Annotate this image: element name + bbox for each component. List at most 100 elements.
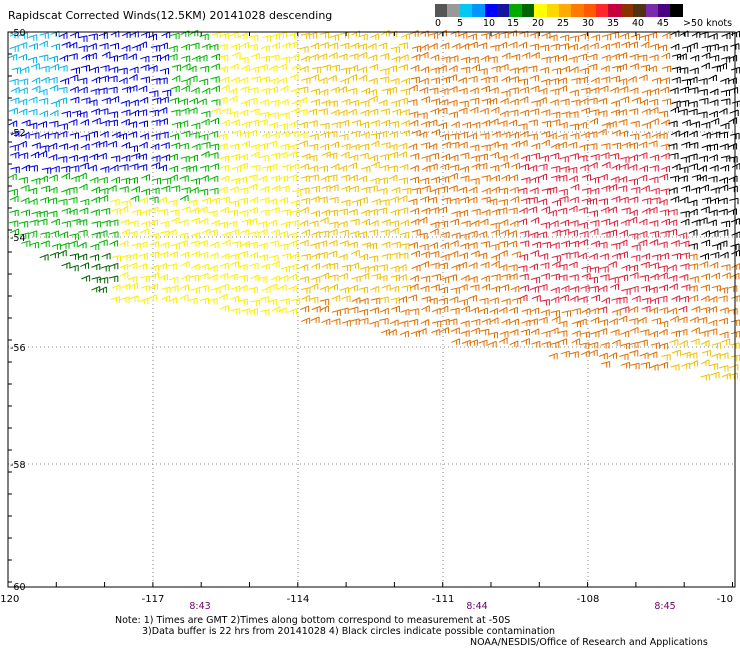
wind-barb — [471, 318, 481, 326]
wind-barb — [509, 186, 519, 194]
wind-barb — [719, 365, 729, 372]
wind-barb — [560, 350, 570, 358]
wind-barb — [490, 243, 500, 251]
wind-barb — [50, 230, 60, 237]
wind-barb — [519, 273, 529, 280]
wind-barb — [350, 318, 360, 325]
wind-barb — [379, 307, 389, 315]
wind-barb — [110, 296, 120, 303]
wind-barb — [620, 342, 631, 350]
wind-barb — [470, 155, 480, 162]
wind-barb — [300, 175, 310, 182]
wind-barb — [388, 165, 398, 172]
wind-barb — [328, 131, 338, 138]
legend-label-40: 40 — [632, 18, 645, 29]
wind-barb — [719, 251, 729, 259]
wind-barb — [470, 306, 479, 314]
wind-barb — [150, 232, 160, 240]
wind-barb — [541, 139, 550, 146]
wind-barb — [191, 122, 201, 130]
wind-barb — [530, 328, 540, 335]
wind-barb — [89, 176, 99, 184]
wind-barb — [661, 165, 670, 172]
wind-barb — [571, 99, 581, 106]
wind-barb — [158, 208, 169, 216]
wind-barb — [701, 132, 711, 139]
wind-barb — [657, 44, 667, 51]
wind-barb — [478, 339, 488, 347]
wind-barb — [48, 174, 58, 181]
wind-barb — [358, 286, 369, 294]
wind-barb — [278, 151, 288, 159]
wind-barb — [449, 164, 460, 171]
wind-barb — [628, 318, 639, 325]
wind-barb — [18, 98, 28, 106]
wind-barb — [39, 40, 48, 47]
wind-barb — [618, 251, 628, 258]
wind-barb — [658, 272, 668, 279]
wind-barb — [658, 361, 668, 369]
wind-barb — [421, 296, 431, 303]
wind-barb — [519, 96, 529, 103]
wind-barb — [589, 285, 599, 293]
wind-barb — [279, 197, 288, 204]
wind-barb — [369, 108, 379, 115]
wind-barb — [490, 106, 500, 114]
wind-barb — [559, 294, 569, 301]
wind-barb — [481, 196, 491, 204]
wind-barb — [549, 88, 560, 95]
wind-barb — [259, 296, 270, 303]
wind-barb — [509, 98, 519, 105]
wind-barb — [598, 285, 608, 292]
wind-barb — [388, 151, 399, 159]
wind-barb — [460, 56, 471, 64]
wind-barb — [128, 177, 138, 184]
wind-barb — [700, 184, 709, 191]
wind-barb — [581, 174, 591, 181]
wind-barb — [720, 77, 730, 85]
wind-barb — [611, 142, 622, 149]
wind-barb — [269, 254, 279, 262]
wind-barb — [389, 319, 399, 326]
wind-barb — [628, 41, 638, 48]
wind-barb — [698, 174, 707, 182]
wind-barb — [319, 88, 329, 96]
wind-barb — [481, 187, 491, 195]
wind-barb — [49, 84, 59, 92]
wind-barb — [10, 166, 20, 173]
wind-barb — [210, 219, 220, 227]
wind-barb — [587, 143, 598, 150]
wind-barb — [271, 306, 281, 313]
wind-barb — [201, 87, 211, 95]
wind-barb — [100, 119, 110, 127]
wind-barb — [320, 305, 329, 312]
wind-barb — [230, 177, 241, 185]
wind-barb — [629, 87, 639, 94]
wind-barb — [598, 241, 608, 249]
wind-barb — [9, 195, 19, 202]
wind-barb — [460, 43, 470, 50]
wind-barb — [57, 97, 68, 104]
wind-barb — [511, 162, 520, 170]
wind-barb — [689, 142, 699, 149]
wind-barb — [198, 251, 209, 259]
wind-barb — [520, 338, 530, 345]
wind-barb — [679, 274, 689, 281]
lat-label-52: -52 — [10, 128, 26, 139]
wind-barb — [241, 219, 251, 226]
wind-barb — [480, 32, 491, 40]
wind-barb — [720, 122, 730, 129]
wind-barb — [658, 198, 668, 206]
wind-barb — [209, 175, 219, 182]
wind-barb — [451, 210, 461, 218]
wind-barb — [39, 110, 49, 117]
wind-barb — [68, 41, 78, 49]
wind-barb — [681, 119, 691, 126]
wind-barb — [209, 130, 219, 138]
wind-barb — [641, 253, 651, 260]
wind-barb — [367, 242, 377, 249]
wind-barb — [238, 176, 247, 183]
wind-barb — [458, 32, 468, 39]
wind-barb — [229, 63, 239, 70]
wind-barb — [518, 294, 528, 301]
